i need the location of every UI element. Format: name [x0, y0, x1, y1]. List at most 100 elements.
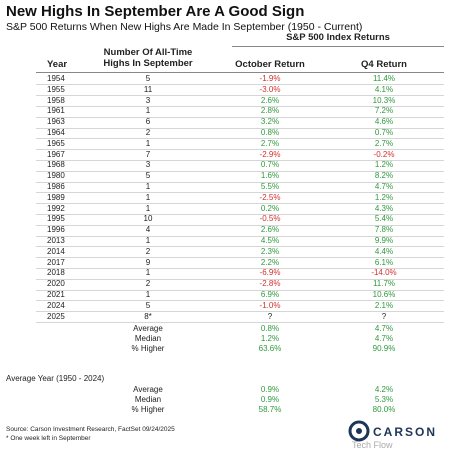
summary-label: % Higher	[131, 405, 165, 414]
cell: 2020	[47, 279, 65, 289]
cell: 3	[145, 95, 151, 105]
cell: -1.0%	[259, 300, 281, 310]
cell: 2.2%	[260, 257, 280, 267]
summary-label: Average	[133, 385, 163, 394]
cell: -3.0%	[259, 84, 281, 94]
title: New Highs In September Are A Good Sign	[6, 3, 305, 20]
row-rule	[36, 170, 444, 172]
cell: 7	[145, 149, 151, 159]
cell: 4.6%	[374, 117, 394, 127]
row-rule	[36, 105, 444, 107]
cell: 7.8%	[374, 225, 394, 235]
cell: 10.6%	[372, 290, 396, 299]
summary-value: 4.7%	[374, 334, 394, 344]
cell: 1989	[47, 192, 65, 202]
cell: -2.5%	[259, 192, 281, 202]
cell: 2018	[47, 268, 65, 278]
row-rule	[36, 321, 444, 323]
cell: 1	[145, 203, 151, 213]
row-rule	[36, 311, 444, 313]
cell: 1.6%	[260, 171, 280, 181]
row-rule	[36, 95, 444, 97]
cell: 4	[145, 225, 151, 235]
summary-value: 58.7%	[258, 405, 282, 414]
cell: 0.7%	[260, 160, 280, 170]
source: Source: Carson Investment Research, Fact…	[6, 426, 175, 433]
row-rule	[36, 116, 444, 118]
cell: 2017	[47, 257, 65, 267]
summary-value: 80.0%	[372, 405, 396, 414]
summary-label: Median	[134, 395, 162, 404]
footnote: * One week left in September	[6, 435, 91, 442]
cell: 10	[143, 214, 153, 224]
cell: -2.9%	[259, 149, 281, 159]
logo-icon	[348, 420, 370, 442]
cell: 2.3%	[260, 246, 280, 256]
row-rule	[36, 138, 444, 140]
cell: 5	[145, 171, 151, 181]
cell: 2	[145, 246, 151, 256]
row-rule	[36, 213, 444, 215]
cell: 3.2%	[260, 117, 280, 127]
cell: 1963	[47, 117, 65, 127]
row-rule	[36, 224, 444, 226]
cell: -14.0%	[371, 268, 397, 278]
cell: 9.9%	[374, 236, 394, 245]
cell: 1	[145, 106, 151, 116]
cell: 4.3%	[374, 203, 394, 213]
cell: 6	[145, 117, 151, 127]
cell: 3	[145, 160, 151, 170]
cell: 10.3%	[372, 95, 396, 105]
cell: -0.2%	[373, 149, 395, 159]
cell: -6.9%	[259, 268, 281, 278]
cell: 2014	[47, 246, 65, 256]
cell: 4.5%	[260, 236, 280, 245]
cell: 11.7%	[372, 279, 396, 289]
cell: 11	[143, 84, 153, 94]
row-rule	[36, 235, 444, 237]
header-rule	[36, 72, 444, 73]
cell: 5.5%	[260, 182, 280, 191]
cell: 1968	[47, 160, 65, 170]
cell: 1980	[47, 171, 65, 181]
summary-value: 0.8%	[260, 324, 280, 334]
row-rule	[36, 289, 444, 291]
cell: 1964	[47, 128, 65, 137]
summary-value: 90.9%	[372, 344, 396, 354]
cell: -1.9%	[259, 74, 281, 83]
cell: 1992	[47, 203, 65, 213]
summary-value: 0.9%	[260, 385, 280, 394]
cell: 0.2%	[260, 203, 280, 213]
cell: 1995	[47, 214, 65, 224]
cell: 1965	[47, 138, 65, 148]
row-rule	[36, 246, 444, 248]
cell: 2.7%	[260, 138, 280, 148]
cell: 1996	[47, 225, 65, 235]
cell: -0.5%	[259, 214, 281, 224]
cell: 1	[145, 290, 151, 299]
cell: 5.4%	[374, 214, 394, 224]
column-header: Year	[47, 59, 68, 70]
column-header: Number Of All-Time Highs In September	[103, 47, 193, 69]
cell: 1	[145, 268, 151, 278]
cell: ?	[267, 311, 273, 321]
summary-value: 4.7%	[374, 324, 394, 334]
summary-value: 63.6%	[258, 344, 282, 354]
cell: 0.8%	[260, 128, 280, 137]
row-rule	[36, 159, 444, 161]
cell: 2024	[47, 300, 65, 310]
cell: 1.2%	[374, 192, 394, 202]
cell: 2	[145, 279, 151, 289]
row-rule	[36, 149, 444, 151]
group-rule	[232, 46, 444, 47]
summary-value: 1.2%	[260, 334, 280, 344]
cell: 4.1%	[374, 84, 394, 94]
cell: 1986	[47, 182, 65, 191]
cell: ?	[381, 311, 387, 321]
logo: CARSON	[373, 425, 438, 439]
cell: 2013	[47, 236, 65, 245]
summary-value: 0.9%	[260, 395, 280, 404]
cell: 1958	[47, 95, 65, 105]
cell: 7.2%	[374, 106, 394, 116]
